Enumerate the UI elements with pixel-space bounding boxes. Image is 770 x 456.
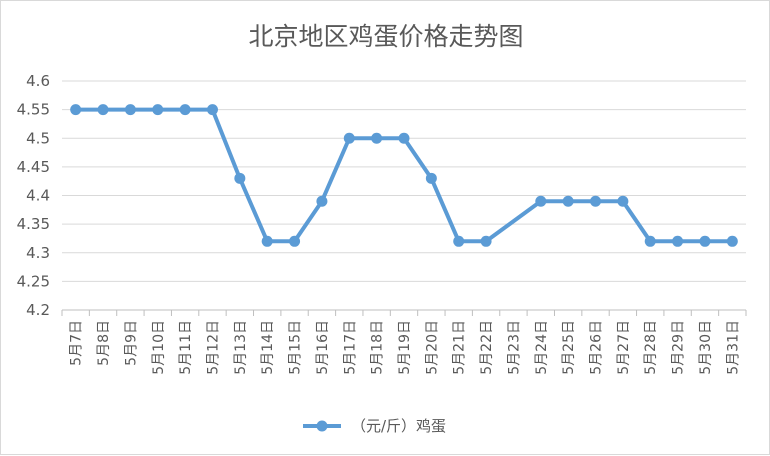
x-tick-label: 5月13日 xyxy=(233,320,249,375)
axes xyxy=(61,309,747,316)
x-tick-label: 5月23日 xyxy=(506,320,522,375)
x-tick-label: 5月8日 xyxy=(96,320,112,366)
legend-label: （元/斤）鸡蛋 xyxy=(351,417,446,435)
data-point xyxy=(699,235,711,247)
data-point xyxy=(206,104,218,116)
series-layer xyxy=(70,104,738,247)
y-tick-label: 4.45 xyxy=(17,158,50,176)
data-point xyxy=(562,195,574,207)
legend-dot-marker xyxy=(316,420,328,432)
data-point xyxy=(289,235,301,247)
data-point xyxy=(425,172,437,184)
data-point xyxy=(617,195,629,207)
y-tick-label: 4.25 xyxy=(17,272,50,290)
x-tick-label: 5月22日 xyxy=(479,320,495,375)
x-tick-label: 5月31日 xyxy=(725,320,741,375)
x-tick-label: 5月24日 xyxy=(534,320,550,375)
x-tick-label: 5月16日 xyxy=(315,320,331,375)
data-point xyxy=(453,235,465,247)
y-tick-label: 4.3 xyxy=(26,244,50,262)
data-point xyxy=(316,195,328,207)
y-tick-labels: 4.2 4.25 4.3 4.35 4.4 4.45 4.5 4.55 4.6 xyxy=(17,72,50,319)
data-point xyxy=(97,104,109,116)
data-point xyxy=(261,235,273,247)
series-line xyxy=(73,107,735,244)
x-tick-label: 5月7日 xyxy=(69,320,85,366)
y-tick-label: 4.6 xyxy=(26,72,50,90)
legend: （元/斤）鸡蛋 xyxy=(303,417,446,435)
chart-title: 北京地区鸡蛋价格走势图 xyxy=(248,22,523,51)
data-point xyxy=(124,104,136,116)
x-tick-label: 5月15日 xyxy=(288,320,304,375)
x-tick-labels: 5月7日 5月8日 5月9日 5月10日 5月11日 5月12日 5月13日 5月14日 5月1… xyxy=(69,320,742,375)
x-tick-label: 5月21日 xyxy=(452,320,468,375)
data-point xyxy=(480,235,492,247)
x-tick-label: 5月26日 xyxy=(589,320,605,375)
x-tick-label: 5月12日 xyxy=(205,320,221,375)
data-point xyxy=(70,104,82,116)
y-tick-label: 4.2 xyxy=(26,301,50,319)
y-tick-label: 4.5 xyxy=(26,129,50,147)
data-point xyxy=(590,195,602,207)
x-tick-label: 5月14日 xyxy=(260,320,276,375)
x-tick-label: 5月27日 xyxy=(616,320,632,375)
data-point xyxy=(398,132,410,144)
x-tick-label: 5月30日 xyxy=(698,320,714,375)
x-tick-label: 5月17日 xyxy=(342,320,358,375)
y-tick-label: 4.55 xyxy=(17,101,50,119)
x-tick-label: 5月19日 xyxy=(397,320,413,375)
data-point xyxy=(535,195,547,207)
data-point xyxy=(726,235,738,247)
data-point xyxy=(343,132,355,144)
data-point xyxy=(152,104,164,116)
x-tick-label: 5月11日 xyxy=(178,320,194,375)
y-tick-label: 4.4 xyxy=(26,187,50,205)
x-tick-label: 5月9日 xyxy=(123,320,139,366)
data-point xyxy=(644,235,656,247)
x-tick-label: 5月10日 xyxy=(151,320,167,375)
data-point xyxy=(179,104,191,116)
x-tick-label: 5月20日 xyxy=(424,320,440,375)
x-tick-label: 5月25日 xyxy=(561,320,577,375)
data-point xyxy=(234,172,246,184)
data-point xyxy=(672,235,684,247)
x-tick-label: 5月29日 xyxy=(671,320,687,375)
data-point xyxy=(371,132,383,144)
x-tick-label: 5月28日 xyxy=(643,320,659,375)
x-tick-label: 5月18日 xyxy=(370,320,386,375)
y-tick-label: 4.35 xyxy=(17,215,50,233)
